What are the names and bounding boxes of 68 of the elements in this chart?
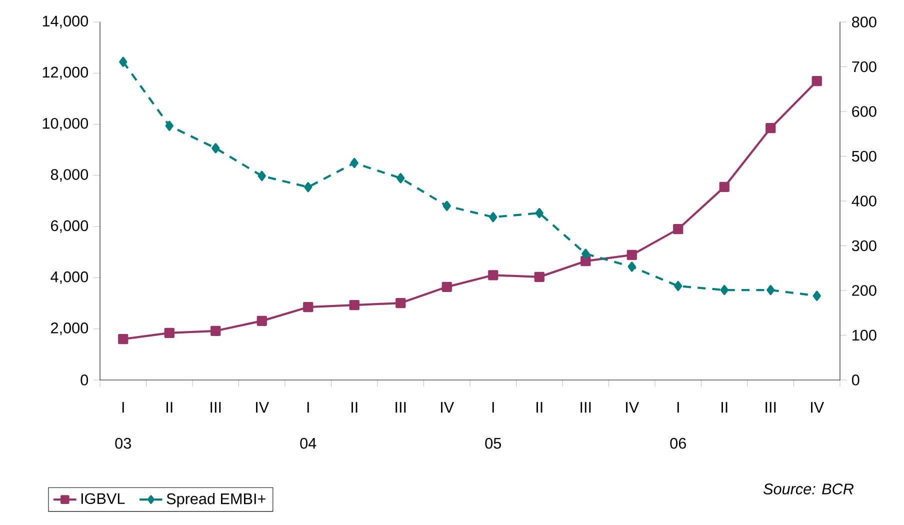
x-tick-label: IV: [811, 402, 824, 413]
point: [580, 256, 591, 266]
point: [349, 300, 360, 310]
point: [212, 143, 220, 154]
x-tick-label: IV: [441, 402, 454, 413]
point: [350, 158, 358, 168]
y-tick-label: 10,000: [42, 118, 88, 131]
y2-tick-label: 700: [852, 61, 876, 72]
y-tick-label: 0: [80, 374, 88, 386]
category-label: I 03: [115, 402, 131, 449]
y2-tick-label: 500: [852, 150, 876, 162]
legend-label: IGBVL: [81, 493, 125, 504]
category-label: I 04: [300, 402, 316, 449]
point: [303, 302, 314, 312]
x-tick-label: II: [536, 402, 542, 413]
point: [582, 248, 590, 259]
y-tick-label: 14,000: [42, 16, 88, 28]
x-tick-label: III: [766, 402, 776, 413]
point: [628, 262, 636, 272]
point: [210, 326, 221, 336]
y-tick-label: 8,000: [50, 169, 88, 182]
point: [119, 56, 128, 67]
point: [626, 250, 637, 260]
x-tick-label: II: [352, 402, 358, 413]
x-tick-label: II: [166, 402, 172, 413]
y2-tick-label: 800: [852, 16, 876, 28]
y-tick-label: 2,000: [51, 322, 88, 336]
point: [118, 334, 128, 344]
point: [535, 208, 544, 218]
point: [488, 270, 498, 280]
point: [256, 316, 267, 326]
y2-tick-label: 400: [852, 196, 876, 206]
point: [489, 212, 498, 222]
x-tick-label: IV: [626, 402, 640, 413]
y2-tick-label: 200: [852, 285, 876, 296]
point: [442, 282, 452, 292]
point: [396, 298, 406, 308]
source-note: Source: BCR: [763, 484, 854, 494]
x-tick-label: III: [396, 402, 406, 413]
y-tick-label: 6,000: [51, 220, 88, 233]
point: [396, 173, 405, 184]
point: [673, 224, 684, 234]
x-tick-label: III: [580, 402, 591, 413]
y2-tick-label: 300: [852, 240, 876, 252]
point: [719, 182, 730, 192]
y2-tick-label: 100: [852, 330, 876, 341]
category-label: I 06: [670, 402, 686, 449]
y2-tick-label: 600: [852, 106, 876, 117]
point: [674, 280, 682, 292]
y-tick-label: 4,000: [50, 271, 88, 284]
point: [165, 120, 174, 131]
point: [812, 76, 822, 86]
x-tick-label: IV: [256, 402, 270, 413]
y-tick-label: 12,000: [42, 66, 88, 80]
point: [258, 170, 266, 182]
y2-tick-label: 0: [852, 374, 860, 386]
point: [812, 290, 821, 301]
category-label: I 05: [485, 402, 502, 449]
point: [304, 182, 312, 192]
point: [164, 328, 174, 338]
x-tick-label: II: [722, 402, 728, 413]
point: [766, 284, 775, 296]
x-tick-label: III: [210, 402, 221, 413]
point: [534, 272, 544, 282]
point: [442, 200, 451, 211]
point: [766, 123, 776, 134]
point: [720, 284, 728, 296]
legend-label: Spread EMBI+: [166, 492, 266, 508]
